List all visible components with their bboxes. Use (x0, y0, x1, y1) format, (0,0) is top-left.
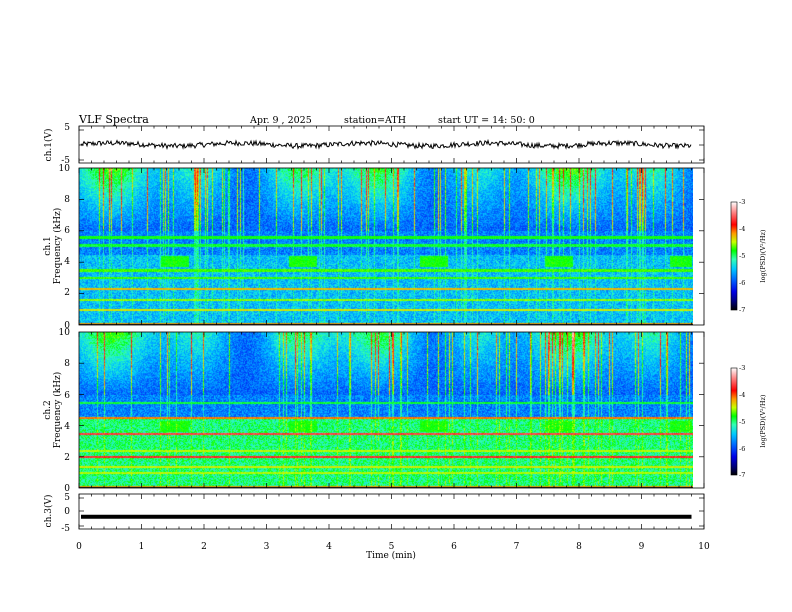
xtick-2: 2 (201, 542, 207, 552)
xtick-9: 9 (639, 542, 645, 552)
figure-title: VLF Spectra (78, 113, 149, 126)
ch1-spectrogram-ylabel-channel: ch.1 (43, 236, 53, 255)
ch1-cb-tick-neg5: -5 (739, 252, 745, 260)
ch2-freq-tick-10: 10 (59, 328, 71, 338)
ch1-spectrogram-plot (79, 168, 693, 325)
ch2-spectrogram-ticks (78, 332, 705, 488)
ch1-cb-tick-neg6: -6 (739, 279, 745, 287)
ch1-cb-tick-neg7: -7 (739, 306, 745, 314)
xtick-8: 8 (576, 542, 582, 552)
ch1-colorbar-label: log(PSD)(V²/Hz) (759, 229, 767, 282)
x-axis: 0 1 2 3 4 5 6 7 8 9 10 Time (min) (76, 542, 710, 561)
header: VLF Spectra Apr. 9 , 2025 station=ATH st… (78, 113, 535, 126)
ch1-freq-tick-8: 8 (64, 195, 70, 205)
ch3-ytick-neg5: -5 (61, 524, 70, 534)
ch1-ytick-5: 5 (64, 123, 70, 133)
ch2-cb-tick-neg4: -4 (739, 391, 745, 399)
ch2-colorbar-label: log(PSD)(V²/Hz) (759, 394, 767, 447)
ch2-spectrogram-ylabel-channel: ch.2 (43, 400, 53, 419)
ch2-cb-tick-neg3: -3 (739, 364, 745, 372)
ch1-cb-tick-neg4: -4 (739, 225, 745, 233)
ch1-waveform-panel: 5 -5 ch.1(V) (43, 123, 705, 166)
ch2-spectrogram-plot (79, 332, 693, 488)
ch3-ytick-0: 0 (64, 507, 70, 517)
date-label: Apr. 9 , 2025 (249, 115, 312, 126)
ch2-freq-tick-0: 0 (64, 484, 70, 494)
ch1-spectrogram-ylabel-frequency: Frequency (kHz) (52, 208, 63, 285)
xtick-0: 0 (76, 542, 82, 552)
xtick-6: 6 (451, 542, 457, 552)
x-axis-label: Time (min) (366, 550, 416, 561)
ch1-waveform-ticks (78, 126, 705, 163)
ch2-colorbar: -3 -4 -5 -6 -7 log(PSD)(V²/Hz) (730, 364, 767, 479)
ch1-freq-tick-4: 4 (64, 257, 70, 267)
ch2-colorbar-gradient (730, 367, 738, 476)
ch1-waveform-line (80, 138, 692, 151)
xtick-4: 4 (326, 542, 332, 552)
ch3-waveform-panel: 5 0 -5 ch.3(V) (43, 493, 705, 534)
ch1-freq-tick-2: 2 (64, 288, 70, 298)
ch2-freq-tick-6: 6 (64, 391, 70, 401)
ch1-ytick-neg5: -5 (61, 156, 70, 166)
ch2-spectrogram-panel: 0 2 4 6 8 10 ch.2 Frequency (kHz) (43, 328, 705, 494)
ch1-spectrogram-ticks (78, 168, 705, 325)
ch1-spectrogram-panel: 0 2 4 6 8 10 ch.1 Frequency (kHz) (43, 164, 705, 331)
ch1-freq-tick-0: 0 (64, 321, 70, 331)
xtick-5: 5 (389, 542, 395, 552)
ch2-cb-tick-neg6: -6 (739, 445, 745, 453)
ch2-spectrogram-ylabel-frequency: Frequency (kHz) (52, 372, 63, 449)
ch1-colorbar: -3 -4 -5 -6 -7 log(PSD)(V²/Hz) (730, 198, 767, 314)
start-time-label: start UT = 14: 50: 0 (438, 115, 535, 126)
ch2-freq-tick-4: 4 (64, 422, 70, 432)
ch3-ytick-5: 5 (64, 493, 70, 503)
ch1-cb-tick-neg3: -3 (739, 198, 745, 206)
station-label: station=ATH (344, 115, 406, 126)
ch2-freq-tick-8: 8 (64, 359, 70, 369)
ch3-waveform-frame (78, 493, 705, 530)
ch1-colorbar-gradient (730, 201, 738, 311)
ch1-waveform-ylabel: ch.1(V) (43, 129, 54, 162)
xtick-3: 3 (264, 542, 270, 552)
xtick-10: 10 (698, 542, 710, 552)
ch2-cb-tick-neg7: -7 (739, 471, 745, 479)
ch1-freq-tick-10: 10 (59, 164, 71, 174)
ch2-freq-tick-2: 2 (64, 453, 70, 463)
ch3-waveform-ylabel: ch.3(V) (43, 495, 54, 528)
xtick-1: 1 (139, 542, 145, 552)
ch3-waveform-ticks (78, 494, 705, 529)
ch1-freq-tick-6: 6 (64, 226, 70, 236)
xtick-7: 7 (514, 542, 520, 552)
ch2-cb-tick-neg5: -5 (739, 418, 745, 426)
